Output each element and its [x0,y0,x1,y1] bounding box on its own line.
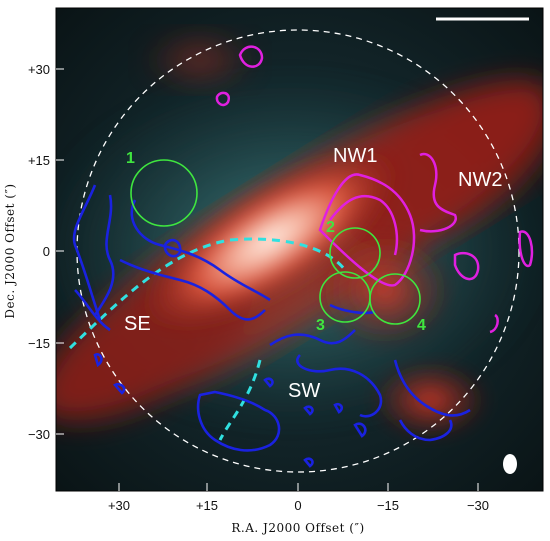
y-tick-label: −30 [28,427,50,442]
y-tick-label: −15 [28,336,50,351]
x-tick-label: −30 [467,498,489,513]
circle-label-3: 3 [316,317,325,334]
blue-contours [72,184,471,468]
y-tick-label: +15 [28,153,50,168]
region-label-nw1: NW1 [333,145,377,167]
aperture-circle-1 [130,159,198,227]
x-tick-label: +15 [196,498,218,513]
y-tick-label: 0 [43,244,50,259]
galaxy-image: 1 2 3 4 NW1 NW2 SE SW [56,8,543,491]
outflow-cone-arc [68,237,347,441]
aperture-circle-2 [329,227,381,279]
beam-ellipse-icon [503,454,517,474]
region-label-sw: SW [288,380,320,402]
circle-label-4: 4 [417,317,426,334]
region-label-se: SE [124,313,151,335]
magenta-contours [215,45,534,334]
region-label-nw2: NW2 [458,169,502,191]
plot-frame [55,7,544,492]
x-tick-label: 0 [294,498,301,513]
x-tick-label: +30 [108,498,130,513]
circle-label-1: 1 [126,150,135,167]
circle-label-2: 2 [326,219,335,236]
y-axis-label: Dec. J2000 Offset (″) [3,183,17,318]
x-axis-label: R.A. J2000 Offset (″) [231,521,364,535]
x-tick-label: −15 [377,498,399,513]
y-tick-label: +30 [28,62,50,77]
aperture-circle-4 [369,273,421,325]
